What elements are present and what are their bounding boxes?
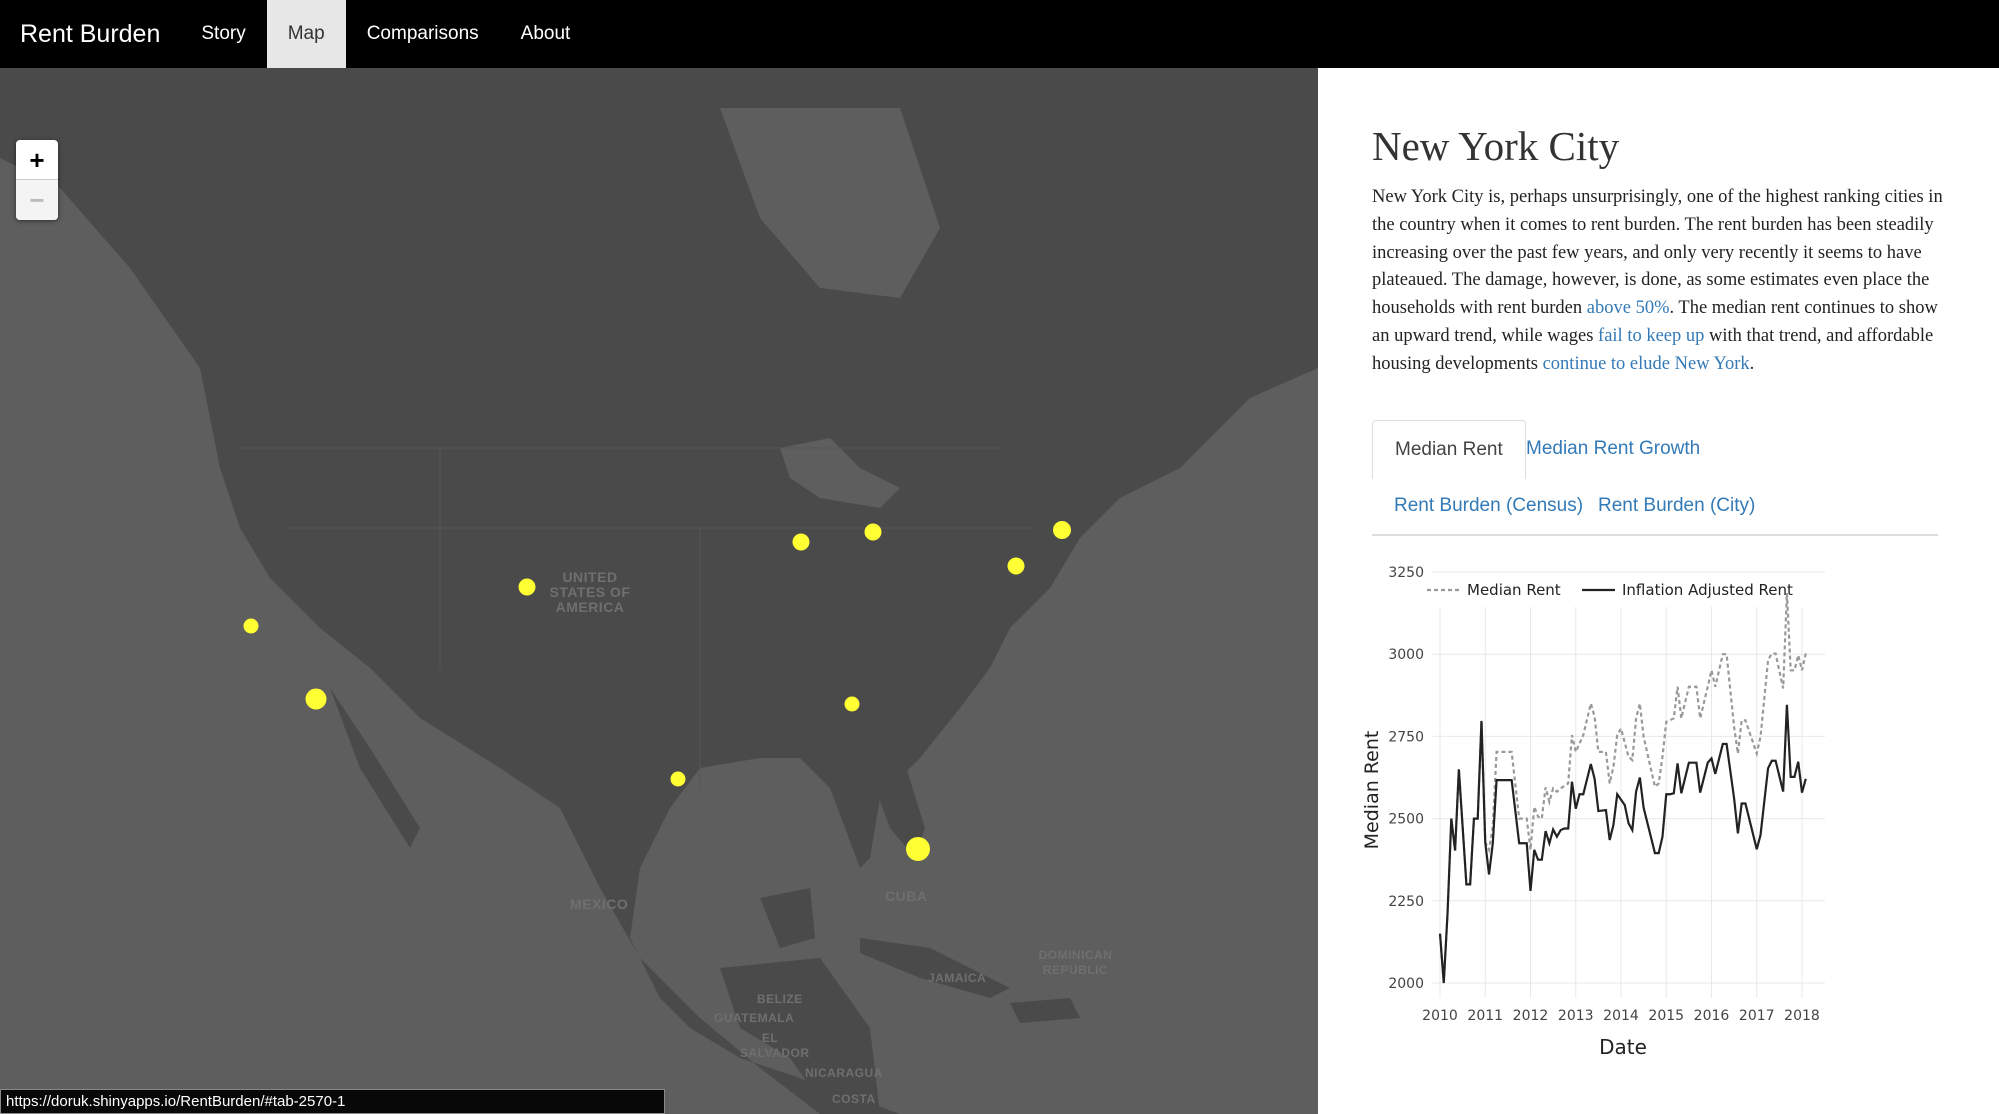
legend-label: Median Rent: [1467, 581, 1561, 599]
series-line-inflation-adjusted-rent: [1438, 704, 1807, 984]
zoom-control: + −: [16, 140, 58, 220]
label-cuba: CUBA: [885, 888, 928, 904]
legend-label: Inflation Adjusted Rent: [1622, 581, 1793, 599]
city-marker[interactable]: [864, 523, 882, 541]
land-north-america: [0, 68, 1318, 1114]
nav-comparisons[interactable]: Comparisons: [366, 23, 479, 44]
map[interactable]: + − UNITED STATES OF AMERICA MEXICO CUBA…: [0, 68, 1318, 1114]
border-lines: [240, 447, 1030, 788]
land-yucatan: [760, 888, 815, 948]
land-central-america: [720, 958, 880, 1114]
land-florida: [860, 748, 925, 858]
nav-story[interactable]: Story: [201, 23, 246, 44]
navbar: Rent Burden Story Map Comparisons About: [0, 0, 1999, 68]
status-bar-url: https://doruk.shinyapps.io/RentBurden/#t…: [0, 1089, 665, 1114]
x-tick-label: 2016: [1694, 1008, 1730, 1024]
series-line-median-rent: [1438, 592, 1807, 984]
great-lakes: [780, 438, 900, 508]
land-hispaniola: [1010, 998, 1080, 1023]
city-marker[interactable]: [844, 696, 860, 712]
city-marker[interactable]: [243, 618, 259, 634]
nav-about[interactable]: About: [520, 23, 571, 44]
hudson-bay: [720, 108, 940, 298]
city-marker[interactable]: [670, 771, 686, 787]
label-belize: BELIZE: [757, 992, 803, 1006]
x-tick-label: 2013: [1558, 1008, 1594, 1024]
x-tick-label: 2018: [1784, 1008, 1820, 1024]
x-tick-label: 2011: [1467, 1008, 1503, 1024]
y-tick-label: 3250: [1388, 565, 1424, 581]
link-above-50[interactable]: above 50%: [1586, 298, 1670, 319]
land-baja: [330, 688, 420, 848]
median-rent-chart: 2000 2250 2500 2750 3000 3250 2010 2011 2012 2013…: [1361, 565, 1825, 1059]
label-el-salvador: EL SALVADOR: [740, 1031, 810, 1060]
x-tick-label: 2010: [1422, 1008, 1458, 1024]
x-tick-label: 2014: [1603, 1008, 1639, 1024]
tab-rent-burden-city[interactable]: Rent Burden (City): [1598, 495, 1756, 516]
zoom-out-button[interactable]: −: [16, 180, 58, 220]
text: New York City is, perhaps unsurprisingly…: [1372, 187, 1943, 319]
label-guatemala: GUATEMALA: [714, 1011, 795, 1025]
tab-median-rent-growth[interactable]: Median Rent Growth: [1526, 438, 1701, 459]
city-marker[interactable]: [792, 533, 810, 551]
nav-map[interactable]: Map: [266, 0, 346, 68]
city-marker-new-york[interactable]: [1053, 521, 1071, 539]
city-marker[interactable]: [906, 837, 930, 861]
link-continue-to-elude[interactable]: continue to elude New York: [1542, 353, 1750, 374]
y-tick-label: 2500: [1388, 812, 1424, 828]
label-mexico: MEXICO: [570, 896, 629, 912]
city-marker[interactable]: [305, 688, 327, 710]
city-panel: New York City New York City is, perhaps …: [1318, 68, 1999, 1114]
brand[interactable]: Rent Burden: [20, 20, 161, 48]
y-tick-label: 2250: [1388, 894, 1424, 910]
land-cuba: [860, 938, 1010, 998]
city-description: New York City is, perhaps unsurprisingly…: [1372, 184, 1952, 379]
label-dominican-republic: DOMINICAN REPUBLIC: [1038, 948, 1113, 977]
map-basemap: [0, 68, 1318, 1114]
label-usa: UNITED STATES OF AMERICA: [549, 569, 631, 615]
text: . The median rent continues to show an u…: [1372, 298, 1938, 346]
y-tick-label: 3000: [1388, 647, 1424, 663]
label-costa-rica: COSTA: [832, 1092, 876, 1106]
y-axis-title: Median Rent: [1361, 731, 1383, 850]
x-tick-label: 2015: [1648, 1008, 1684, 1024]
y-tick-label: 2750: [1388, 729, 1424, 745]
y-tick-label: 2000: [1388, 976, 1424, 992]
text: with that trend, and affordable housing …: [1372, 325, 1934, 374]
city-title: New York City: [1372, 123, 1620, 169]
city-marker[interactable]: [1007, 557, 1025, 575]
city-marker[interactable]: [518, 578, 536, 596]
text: .: [1749, 353, 1755, 374]
label-nicaragua: NICARAGUA: [805, 1066, 883, 1080]
zoom-in-button[interactable]: +: [16, 140, 58, 180]
tab-rent-burden-census[interactable]: Rent Burden (Census): [1394, 495, 1584, 516]
link-fail-to-keep-up[interactable]: fail to keep up: [1598, 325, 1705, 346]
label-jamaica: JAMAICA: [928, 971, 987, 985]
x-tick-label: 2017: [1739, 1008, 1775, 1024]
chart-tabs: Median Rent Median Rent Growth Rent Burd…: [1372, 420, 1938, 536]
tab-median-rent[interactable]: Median Rent: [1372, 420, 1526, 479]
x-tick-label: 2012: [1513, 1008, 1549, 1024]
x-axis-title: Date: [1599, 1035, 1647, 1059]
